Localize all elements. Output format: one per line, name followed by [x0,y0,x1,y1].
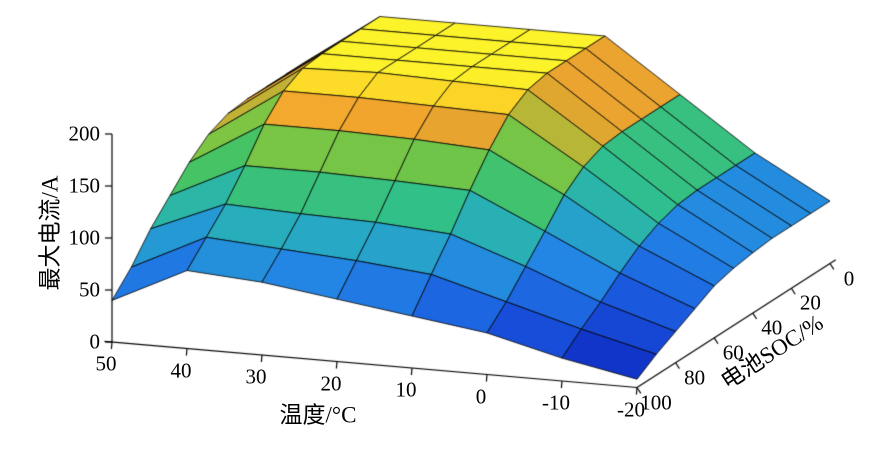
figure: 最大电流/A 温度/°C 电池SOC/% 0 50 100 150 200 50 40 30 2… [0,0,882,456]
surface-plot-canvas [0,0,882,456]
